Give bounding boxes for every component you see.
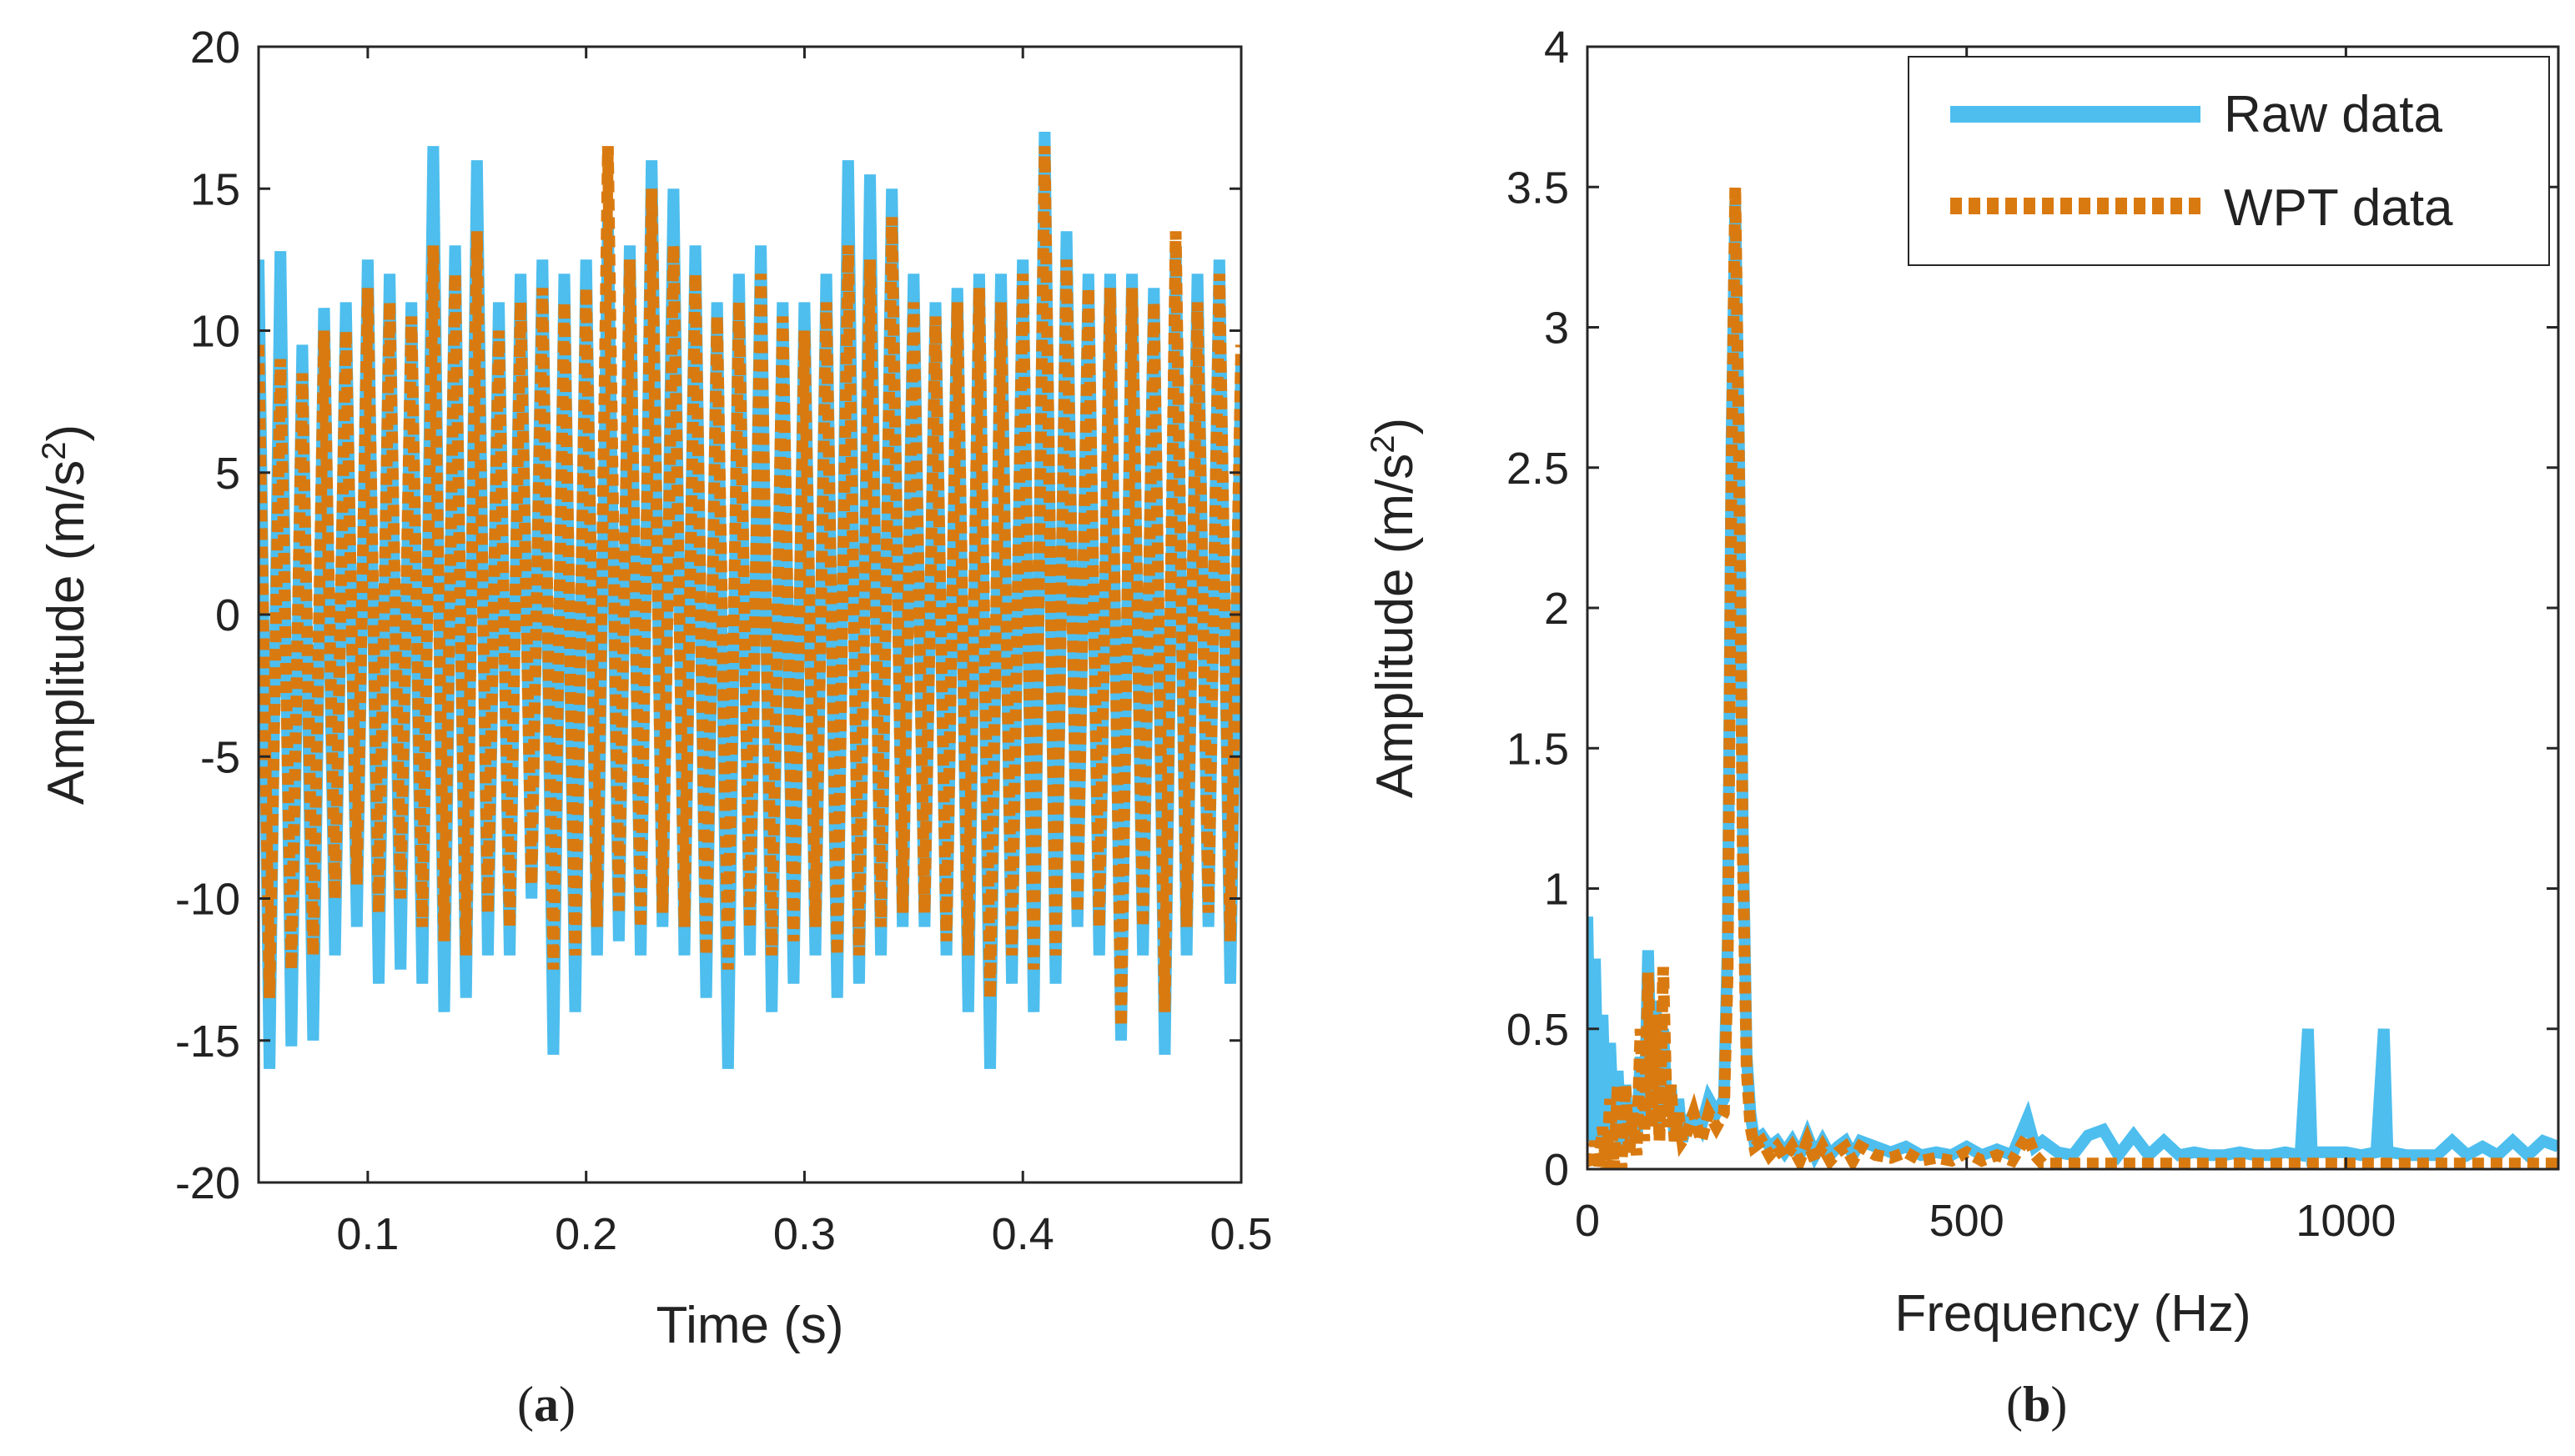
x-tick-label-a: 0.1: [336, 1209, 399, 1259]
y-tick-label-a: 5: [215, 449, 240, 499]
ticks-group-a: 0.1 0.2 0.3 0.4 0.5 -20 -15 -10 -5 0 5 10 15 20: [175, 23, 1273, 1259]
y-tick-label-b: 1.5: [1506, 724, 1569, 774]
series-line-a-raw: [259, 132, 1241, 1069]
y-tick-label-a: 20: [190, 23, 240, 73]
x-tick-label-a: 0.2: [555, 1209, 617, 1259]
legend: Raw data WPT data: [1908, 56, 2550, 266]
x-tick-label-a: 0.3: [773, 1209, 836, 1259]
y-tick-label-a: -5: [200, 732, 240, 782]
y-tick-label-b: 3.5: [1506, 163, 1569, 213]
y-axis-label-a-sup: 2: [36, 441, 73, 459]
series-group-b: [1587, 187, 2558, 1169]
panel-b-frequency-domain: 0 500 1000 0 0.5 1 1.5 2 2.5 3 3.5 4 Frequency (Hz)…: [1365, 23, 2560, 1343]
y-tick-label-a: 0: [215, 590, 240, 640]
y-tick-label-b: 0: [1544, 1145, 1569, 1195]
y-tick-label-a: -10: [175, 875, 240, 925]
y-tick-label-b: 2: [1544, 584, 1569, 634]
caption-a: (a): [517, 1377, 576, 1432]
y-axis-label-a: Amplitude (m/s2): [36, 424, 95, 805]
y-tick-label-b: 3: [1544, 304, 1569, 354]
y-tick-label-a: -20: [175, 1158, 240, 1208]
y-axis-label-a-main: Amplitude (m/s: [38, 460, 95, 805]
y-tick-label-a: 15: [190, 164, 240, 214]
series-line-b-wpt: [1587, 187, 2558, 1169]
y-tick-label-a: -15: [175, 1017, 240, 1067]
y-tick-label-b: 0.5: [1506, 1005, 1569, 1055]
x-tick-label-a: 0.4: [992, 1209, 1054, 1259]
y-axis-label-b-main: Amplitude (m/s: [1366, 454, 1424, 798]
y-axis-label-b: Amplitude (m/s2): [1365, 418, 1424, 798]
caption-b: (b): [2006, 1377, 2068, 1432]
y-tick-label-b: 1: [1544, 865, 1569, 915]
legend-wpt-label: WPT data: [2224, 179, 2453, 237]
y-tick-label-b: 4: [1544, 23, 1569, 73]
panel-a-time-domain: 0.1 0.2 0.3 0.4 0.5 -20 -15 -10 -5 0 5 10 15 20 Time …: [36, 23, 1273, 1354]
legend-raw-label: Raw data: [2224, 86, 2442, 143]
x-tick-label-b: 0: [1575, 1196, 1600, 1246]
y-axis-label-b-sup: 2: [1365, 434, 1401, 453]
x-tick-label-b: 500: [1929, 1196, 2004, 1246]
y-axis-label-a-close: ): [38, 424, 95, 442]
y-axis-label-b-close: ): [1366, 418, 1424, 435]
x-tick-label-a: 0.5: [1210, 1209, 1272, 1259]
x-axis-label-a: Time (s): [656, 1297, 844, 1354]
y-tick-label-a: 10: [190, 307, 240, 357]
y-tick-label-b: 2.5: [1506, 444, 1569, 494]
ticks-group-b: 0 500 1000 0 0.5 1 1.5 2 2.5 3 3.5 4: [1506, 23, 2558, 1246]
series-group-a: [259, 132, 1241, 1069]
legend-box: [1908, 56, 2550, 266]
caption-b-letter: b: [2022, 1377, 2051, 1432]
x-axis-label-b: Frequency (Hz): [1894, 1285, 2251, 1343]
series-line-a-wpt: [259, 146, 1241, 1027]
caption-a-letter: a: [533, 1377, 559, 1432]
x-tick-label-b: 1000: [2296, 1196, 2396, 1246]
